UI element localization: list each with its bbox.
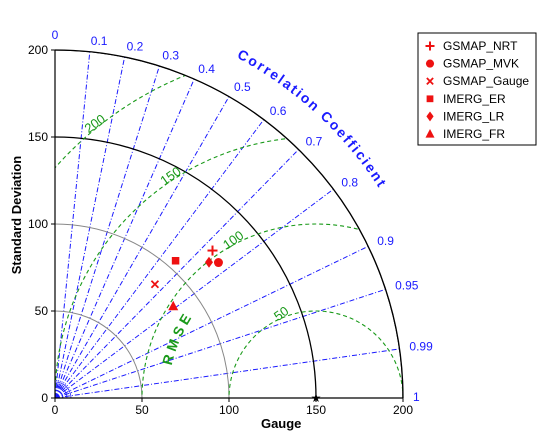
y-axis-title: Standard Deviation — [9, 156, 24, 275]
y-tick-label: 100 — [28, 217, 48, 231]
legend-box — [417, 32, 537, 146]
outer-arc — [54, 49, 404, 399]
corr-tick-label: 0.99 — [409, 340, 433, 354]
origin-arc — [54, 381, 72, 399]
rmse-tick-label: 100 — [220, 228, 246, 253]
corr-tick-label: 0.1 — [91, 34, 108, 48]
legend-marker-icon — [426, 95, 434, 103]
legend-label: IMERG_LR — [443, 109, 505, 123]
data-point-imerg-er — [171, 256, 180, 265]
legend-label: IMERG_ER — [443, 92, 506, 106]
legend-label: GSMAP_MVK — [443, 57, 519, 71]
data-point-gsmap-gauge — [150, 280, 160, 289]
x-tick-label: 150 — [306, 403, 326, 417]
x-tick-label: 100 — [219, 403, 239, 417]
legend: GSMAP_NRT GSMAP_MVK GSMAP_Gauge IMERG_ER IME… — [417, 32, 537, 146]
y-tick-label: 50 — [35, 304, 49, 318]
std-arc — [54, 310, 143, 399]
corr-tick-label: 0.95 — [395, 278, 419, 292]
corr-tick-label: 1 — [413, 390, 420, 404]
x-tick-label: 200 — [393, 403, 413, 417]
reference-star-icon: ★ — [311, 391, 322, 405]
rmse-tick-label: 200 — [82, 111, 108, 136]
origin-arc — [54, 389, 64, 399]
data-point-gsmap-nrt — [207, 245, 218, 256]
legend-marker-icon — [425, 41, 435, 51]
data-point-gsmap-mvk — [213, 258, 223, 268]
rmse-tick-label: 50 — [271, 303, 291, 324]
outer-mask — [55, 20, 420, 398]
corr-tick-label: 0.7 — [306, 135, 323, 149]
corr-tick-label: 0.3 — [162, 49, 179, 63]
std-arc — [54, 136, 317, 399]
legend-label: GSMAP_NRT — [443, 39, 518, 53]
corr-tick-label: 0.5 — [234, 80, 251, 94]
legend-marker-icon — [426, 111, 434, 122]
legend-marker-icon — [425, 59, 435, 68]
rmse-arc — [228, 310, 404, 398]
legend-label: IMERG_FR — [443, 127, 505, 141]
rmse-arc — [55, 136, 415, 398]
rmse-tick-label: 150 — [157, 164, 183, 189]
corr-tick-label: 0.9 — [377, 234, 394, 248]
marker-layer — [150, 245, 223, 311]
y-tick-label: 0 — [41, 391, 48, 405]
x-tick-label: 0 — [52, 403, 59, 417]
rmse-arc — [141, 223, 415, 398]
data-point-imerg-lr — [204, 256, 213, 268]
y-tick-label: 150 — [28, 130, 48, 144]
legend-marker-icon — [426, 77, 434, 85]
x-axis-title: Gauge — [261, 416, 301, 431]
legend-marker-icon — [425, 129, 435, 138]
corr-tick-label: 0.2 — [127, 39, 144, 53]
y-tick-label: 200 — [28, 43, 48, 57]
rmse-axis-title-text: R M S E — [159, 311, 194, 366]
grid-layer — [54, 20, 420, 399]
legend-label: GSMAP_Gauge — [443, 74, 529, 88]
corr-tick-label: 0.4 — [198, 62, 215, 76]
corr-tick-label: 0 — [52, 28, 59, 42]
origin-arc — [54, 385, 68, 399]
data-point-imerg-fr — [168, 300, 179, 311]
corr-tick-label: 0.8 — [341, 175, 358, 189]
rmse-axis-title: R M S E — [159, 311, 194, 366]
x-tick-label: 50 — [135, 403, 149, 417]
corr-tick-label: 0.6 — [270, 104, 287, 118]
std-arc — [54, 223, 230, 399]
